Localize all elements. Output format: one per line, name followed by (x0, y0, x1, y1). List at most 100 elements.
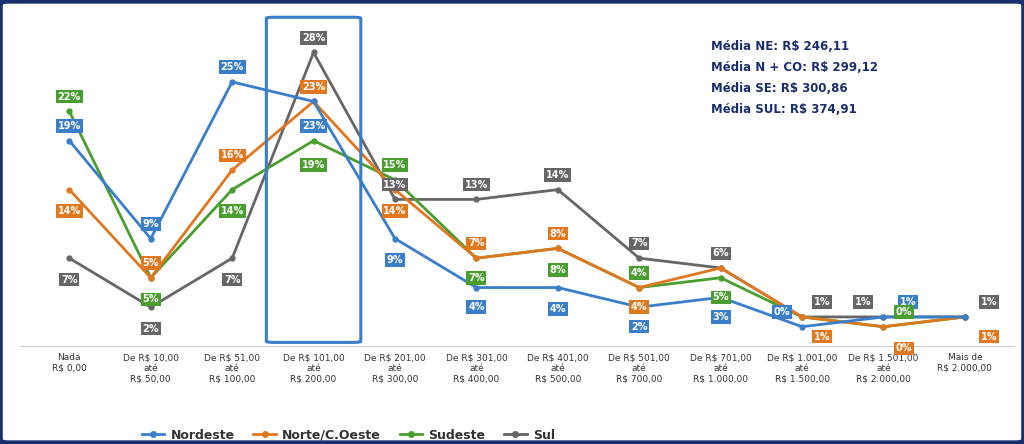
Text: 1%: 1% (814, 297, 830, 307)
Text: 1%: 1% (981, 332, 997, 341)
Sul (878, 314, 890, 320)
Nordeste (552, 285, 564, 290)
Sudeste (63, 109, 76, 114)
Nordeste (144, 236, 157, 241)
Sul (63, 255, 76, 261)
Text: 14%: 14% (546, 170, 569, 180)
Text: 23%: 23% (302, 82, 326, 92)
Line: Sudeste: Sudeste (67, 109, 968, 329)
Text: 8%: 8% (550, 229, 566, 239)
Text: 19%: 19% (302, 160, 326, 170)
Text: 2%: 2% (631, 322, 647, 332)
Nordeste (307, 99, 319, 104)
Sul (470, 197, 482, 202)
Line: Norte/C.Oeste: Norte/C.Oeste (67, 99, 968, 329)
Text: Média NE: R$ 246,11
Média N + CO: R$ 299,12
Média SE: R$ 300,86
Média SUL: R$ 37: Média NE: R$ 246,11 Média N + CO: R$ 299… (711, 40, 878, 116)
Legend: Nordeste, Norte/C.Oeste, Sudeste, Sul: Nordeste, Norte/C.Oeste, Sudeste, Sul (136, 424, 560, 444)
Nordeste (958, 314, 971, 320)
Text: 0%: 0% (896, 343, 912, 353)
Text: 6%: 6% (713, 248, 729, 258)
Text: 1%: 1% (900, 297, 916, 307)
Nordeste (633, 305, 645, 310)
Text: 13%: 13% (383, 180, 407, 190)
Sudeste (796, 314, 808, 320)
Text: 28%: 28% (302, 33, 326, 43)
Sudeste (144, 275, 157, 281)
Nordeste (470, 285, 482, 290)
Norte/C.Oeste (226, 167, 239, 173)
Sul (389, 197, 401, 202)
Text: 0%: 0% (896, 307, 912, 317)
Text: 14%: 14% (383, 206, 407, 216)
Norte/C.Oeste (389, 187, 401, 192)
Text: 4%: 4% (631, 302, 647, 312)
Text: 22%: 22% (57, 91, 81, 102)
Text: 14%: 14% (57, 206, 81, 216)
Sul (226, 255, 239, 261)
Text: 3%: 3% (713, 312, 729, 322)
Text: 5%: 5% (713, 292, 729, 302)
Text: 9%: 9% (142, 219, 159, 229)
Sudeste (633, 285, 645, 290)
Text: 13%: 13% (465, 180, 488, 190)
Text: 6%: 6% (713, 248, 729, 258)
Sudeste (389, 177, 401, 182)
Nordeste (389, 236, 401, 241)
Text: 7%: 7% (61, 275, 78, 285)
Text: 7%: 7% (224, 275, 241, 285)
Text: 1%: 1% (981, 297, 997, 307)
Text: 25%: 25% (220, 62, 244, 72)
Sul (552, 187, 564, 192)
Sudeste (878, 324, 890, 329)
Norte/C.Oeste (796, 314, 808, 320)
Sul (958, 314, 971, 320)
Sul (144, 305, 157, 310)
Text: 15%: 15% (383, 160, 407, 170)
Text: 8%: 8% (550, 265, 566, 275)
Nordeste (878, 314, 890, 320)
Line: Sul: Sul (67, 50, 968, 319)
Text: 5%: 5% (142, 258, 159, 268)
Norte/C.Oeste (470, 255, 482, 261)
Sul (633, 255, 645, 261)
Text: 1%: 1% (981, 297, 997, 307)
Sul (715, 266, 727, 271)
Text: 0%: 0% (773, 307, 790, 317)
Nordeste (226, 79, 239, 84)
Nordeste (796, 324, 808, 329)
Text: 4%: 4% (468, 302, 484, 312)
Text: 7%: 7% (631, 238, 647, 249)
Text: 1%: 1% (814, 332, 830, 341)
Norte/C.Oeste (715, 266, 727, 271)
Text: 4%: 4% (631, 268, 647, 278)
Text: 2%: 2% (142, 324, 159, 334)
Text: 7%: 7% (468, 238, 484, 249)
Text: 14%: 14% (220, 206, 244, 216)
Norte/C.Oeste (633, 285, 645, 290)
Text: 1%: 1% (855, 297, 871, 307)
Sul (307, 50, 319, 55)
Text: 7%: 7% (468, 273, 484, 283)
Text: 19%: 19% (57, 121, 81, 131)
Norte/C.Oeste (144, 275, 157, 281)
Line: Nordeste: Nordeste (67, 79, 968, 329)
Text: 1%: 1% (981, 297, 997, 307)
Sudeste (715, 275, 727, 281)
Sudeste (226, 187, 239, 192)
Nordeste (715, 295, 727, 300)
Norte/C.Oeste (552, 246, 564, 251)
Text: 16%: 16% (220, 151, 244, 160)
Sudeste (307, 138, 319, 143)
Norte/C.Oeste (63, 187, 76, 192)
Sul (796, 314, 808, 320)
Norte/C.Oeste (878, 324, 890, 329)
Sudeste (552, 246, 564, 251)
Text: 4%: 4% (550, 304, 566, 314)
Norte/C.Oeste (958, 314, 971, 320)
Text: 9%: 9% (387, 255, 403, 265)
Sudeste (470, 255, 482, 261)
Sudeste (958, 314, 971, 320)
Norte/C.Oeste (307, 99, 319, 104)
Text: 23%: 23% (302, 121, 326, 131)
Text: 1%: 1% (814, 297, 830, 307)
